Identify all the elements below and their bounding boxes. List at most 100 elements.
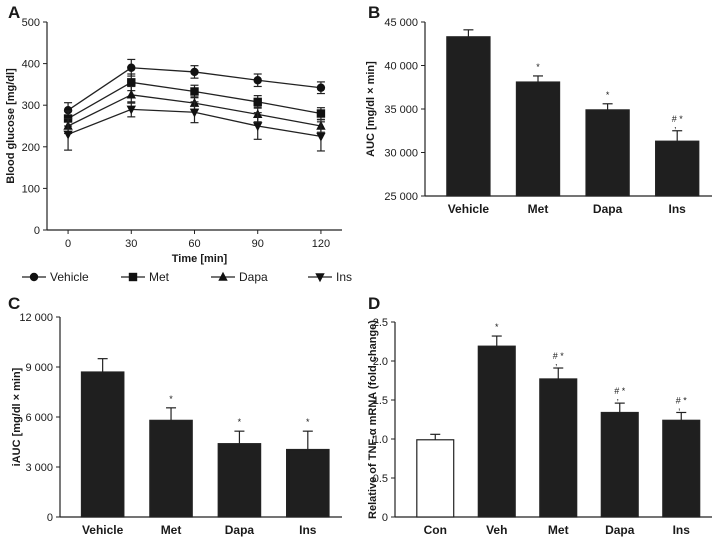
x-category-label-ins: Ins <box>299 523 317 537</box>
y-tick-label-B: 25 000 <box>384 191 418 203</box>
point-vehicle <box>316 83 326 92</box>
legend-marker-ins <box>315 273 325 283</box>
x-category-label-ins: Ins <box>673 523 691 537</box>
bar-ins <box>662 419 701 518</box>
significance-mark-veh: * <box>495 322 499 332</box>
y-tick-label-D: 1.5 <box>373 395 388 407</box>
y-tick-label-A: 500 <box>22 17 40 29</box>
y-tick-label-A: 200 <box>22 142 40 154</box>
point-ins <box>316 132 326 142</box>
bar-dapa <box>585 109 630 197</box>
legend-marker-dapa <box>218 271 228 281</box>
y-tick-label-B: 35 000 <box>384 104 418 116</box>
x-category-label-met: Met <box>548 523 569 537</box>
y-tick-label-D: 2.0 <box>373 356 388 368</box>
y-tick-label-C: 6 000 <box>25 412 53 424</box>
x-tick-label-A: 120 <box>312 238 330 250</box>
x-category-label-dapa: Dapa <box>605 523 635 537</box>
significance-comma-met: , <box>555 357 558 367</box>
bar-met <box>149 419 193 518</box>
bar-ins <box>286 448 330 518</box>
point-ins <box>63 130 73 140</box>
x-tick-label-A: 60 <box>188 238 200 250</box>
y-tick-label-C: 12 000 <box>19 312 53 324</box>
y-axis-title-A: Blood glucose [mg/dl] <box>5 68 17 184</box>
panel-label-D: D <box>368 294 380 313</box>
legend-label-ins: Ins <box>336 270 352 284</box>
significance-comma-ins: , <box>678 401 681 411</box>
x-category-label-vehicle: Vehicle <box>82 523 124 537</box>
significance-mark-dapa: # * <box>614 386 626 396</box>
y-tick-label-A: 400 <box>22 59 40 71</box>
point-met <box>316 109 326 118</box>
significance-mark-ins: # * <box>676 395 688 405</box>
y-tick-label-B: 30 000 <box>384 148 418 160</box>
x-category-label-met: Met <box>161 523 182 537</box>
x-axis-title-A: Time [min] <box>172 253 228 265</box>
point-met <box>253 97 262 107</box>
y-tick-label-A: 300 <box>22 100 40 112</box>
bar-vehicle <box>446 36 491 197</box>
point-vehicle <box>190 67 199 77</box>
bar-dapa <box>217 443 262 518</box>
y-tick-label-D: 2.5 <box>373 317 388 329</box>
x-tick-label-A: 90 <box>252 238 264 250</box>
panel-label-B: B <box>368 3 380 22</box>
y-tick-label-C: 3 000 <box>25 462 53 474</box>
significance-mark-ins: # * <box>672 114 684 124</box>
bar-veh <box>477 345 516 518</box>
legend-marker-met <box>128 272 138 282</box>
y-tick-label-A: 0 <box>34 225 40 237</box>
legend-label-met: Met <box>149 270 170 284</box>
x-category-label-vehicle: Vehicle <box>448 202 490 216</box>
panel-label-A: A <box>8 3 20 22</box>
y-tick-label-D: 0.5 <box>373 473 388 485</box>
bar-vehicle <box>80 371 125 518</box>
x-tick-label-A: 30 <box>125 238 137 250</box>
significance-comma-dapa: , <box>616 392 619 402</box>
point-met <box>190 87 199 96</box>
y-axis-title-B: AUC [mg/dl × min] <box>365 61 377 157</box>
y-tick-label-C: 9 000 <box>25 362 53 374</box>
point-vehicle <box>253 76 262 85</box>
point-vehicle <box>127 63 136 72</box>
point-ins <box>253 122 263 132</box>
y-axis-title-C: iAUC [mg/dl × min] <box>11 367 23 466</box>
panel-label-C: C <box>8 294 20 313</box>
point-met <box>127 78 136 87</box>
y-tick-label-A: 100 <box>22 183 40 195</box>
point-ins <box>126 105 136 115</box>
y-tick-label-B: 40 000 <box>384 61 418 73</box>
y-tick-label-B: 45 000 <box>384 17 418 29</box>
significance-mark-met: # * <box>553 351 565 361</box>
x-category-label-con: Con <box>424 523 447 537</box>
bar-ins <box>655 140 700 197</box>
bar-met <box>515 81 561 197</box>
legend-label-dapa: Dapa <box>239 270 268 284</box>
x-category-label-dapa: Dapa <box>225 523 255 537</box>
significance-mark-dapa: * <box>238 417 242 427</box>
bar-dapa <box>600 411 639 518</box>
x-category-label-met: Met <box>528 202 549 216</box>
y-tick-label-D: 1.0 <box>373 434 388 446</box>
point-ins <box>189 108 200 118</box>
x-category-label-dapa: Dapa <box>593 202 623 216</box>
significance-mark-dapa: * <box>606 90 610 100</box>
x-category-label-ins: Ins <box>669 202 687 216</box>
significance-mark-met: * <box>169 394 173 404</box>
legend-label-vehicle: Vehicle <box>50 270 89 284</box>
point-vehicle <box>63 105 73 115</box>
bar-met <box>539 378 578 518</box>
significance-mark-ins: * <box>306 417 310 427</box>
significance-comma-ins: , <box>674 120 677 130</box>
y-axis-title-D: Relative of TNF-α mRNA (fold change) <box>367 320 379 519</box>
bar-con <box>416 439 455 518</box>
x-category-label-veh: Veh <box>486 523 507 537</box>
x-tick-label-A: 0 <box>65 238 71 250</box>
y-tick-label-D: 0 <box>382 512 388 524</box>
point-dapa <box>126 89 136 99</box>
significance-mark-met: * <box>536 62 540 72</box>
y-tick-label-C: 0 <box>47 512 53 524</box>
legend-marker-vehicle <box>29 272 39 282</box>
